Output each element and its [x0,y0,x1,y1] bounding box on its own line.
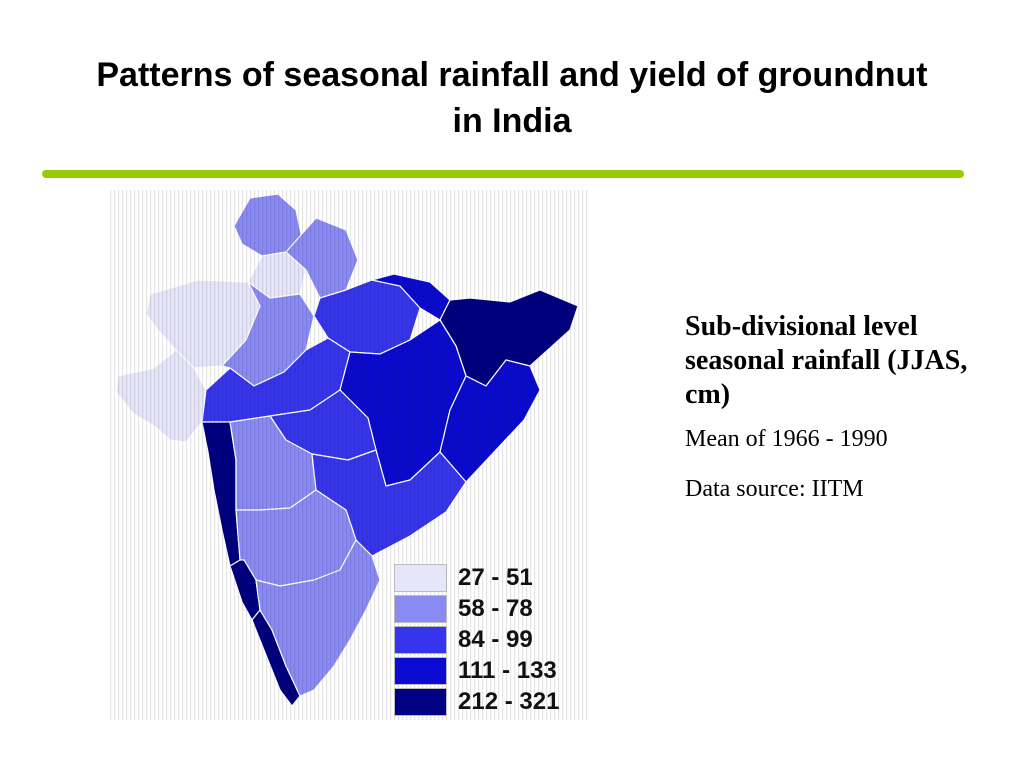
data-source: Data source: IITM [685,476,864,502]
legend-label: 27 - 51 [458,564,533,591]
legend-swatch [394,564,447,592]
legend-label: 212 - 321 [458,688,560,715]
legend-swatch [394,657,447,685]
slide-title: Patterns of seasonal rainfall and yield … [96,56,928,140]
legend-item: 84 - 99 [394,624,594,655]
map-legend: 27 - 51 58 - 78 84 - 99 111 - 133 212 - … [394,562,594,717]
legend-swatch [394,688,447,716]
legend-swatch [394,595,447,623]
map-description: Sub-divisional level seasonal rainfall (… [685,310,1005,524]
legend-swatch [394,626,447,654]
legend-label: 111 - 133 [458,657,557,684]
legend-item: 212 - 321 [394,686,594,717]
mean-period: Mean of 1966 - 1990 [685,426,888,452]
legend-item: 27 - 51 [394,562,594,593]
legend-item: 111 - 133 [394,655,594,686]
legend-label: 58 - 78 [458,595,533,622]
title-divider [42,170,964,178]
legend-item: 58 - 78 [394,593,594,624]
legend-label: 84 - 99 [458,626,533,653]
map-heading: Sub-divisional level seasonal rainfall (… [685,311,968,410]
